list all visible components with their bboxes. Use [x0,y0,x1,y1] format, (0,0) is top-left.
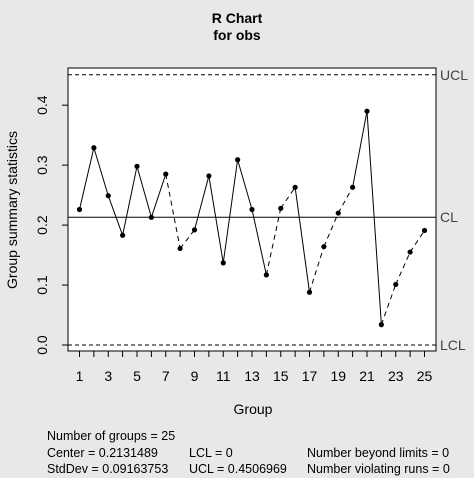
series-segment [280,187,296,209]
control-limits: UCL CL LCL [68,67,468,353]
x-axis: 1 3 5 7 9 11 13 15 17 19 21 23 25 [76,350,433,384]
data-point [235,157,241,163]
x-tick-label: 23 [388,368,404,384]
footer-lcl: LCL = 0 [189,446,233,460]
series-segment [294,187,310,293]
footer-stddev: StdDev = 0.09163753 [47,462,168,476]
y-axis-label: Group summary statistics [4,131,20,289]
data-point [421,227,428,234]
data-point [148,214,154,220]
ucl-label: UCL [440,67,468,83]
data-point [220,260,226,266]
data-point [249,206,255,213]
y-tick-label: 0.4 [34,95,50,115]
series-segment [208,175,224,263]
series-segment [323,212,339,247]
series-segment [194,175,210,231]
series-points [76,108,428,328]
series-segment [409,230,425,253]
footer-beyond-limits: Number beyond limits = 0 [307,446,449,460]
series-segment [309,246,325,293]
data-point [364,108,370,114]
lcl-label: LCL [440,337,466,353]
series-segment [107,195,124,236]
data-point [292,184,298,190]
series-segment [222,159,239,263]
x-tick-label: 19 [330,368,346,384]
x-tick-label: 11 [216,368,231,384]
series-segment [265,208,282,275]
series-segment [251,209,267,275]
series-segment [179,229,195,249]
series-segment [122,166,138,236]
x-tick-label: 15 [273,368,289,384]
y-tick-label: 0.2 [34,215,50,235]
data-point [321,244,327,250]
series-segment [337,187,354,214]
series-segment [352,111,368,188]
y-tick-label: 0.1 [34,275,50,295]
x-tick-label: 7 [162,368,170,384]
series-segment [237,159,253,210]
footer-groups: Number of groups = 25 [47,429,175,443]
data-point [378,322,384,328]
data-point [191,227,198,233]
x-axis-label: Group [234,401,273,417]
data-point [263,272,269,278]
series-segment [79,147,95,210]
series-segment [150,173,167,218]
footer-violating-runs: Number violating runs = 0 [307,462,450,476]
plot-frame [67,67,437,352]
cl-label: CL [440,209,458,225]
data-point [306,289,313,295]
series-segment [380,284,397,325]
data-point [350,184,356,190]
series-segment [93,147,109,196]
footer-center: Center = 0.2131489 [47,446,158,460]
series-segment [165,174,181,249]
chart-title: R Chart [212,10,263,26]
series-segment [366,111,382,325]
chart-subtitle: for obs [213,27,261,43]
summary-footer: Number of groups = 25 Center = 0.2131489… [47,429,450,476]
data-point [105,193,111,199]
y-tick-label: 0.3 [34,155,50,175]
y-axis: 0.0 0.1 0.2 0.3 0.4 [34,95,69,355]
series-segment [136,166,152,218]
data-point [335,210,341,216]
data-point [120,232,126,238]
data-point [206,173,212,179]
data-point [177,245,183,252]
x-tick-label: 17 [302,368,318,384]
x-tick-label: 1 [76,368,84,384]
data-point [134,163,140,169]
x-tick-label: 5 [133,368,141,384]
series-segment [395,251,411,285]
footer-ucl: UCL = 0.4506969 [189,462,287,476]
data-point [91,145,97,151]
data-point [393,281,399,288]
x-tick-label: 25 [417,368,433,384]
x-tick-label: 13 [244,368,260,384]
data-point [278,205,284,211]
series-line [79,111,425,325]
x-tick-label: 9 [191,368,199,384]
y-tick-label: 0.0 [34,335,50,355]
data-point [163,171,169,177]
data-point [76,206,83,213]
x-tick-label: 21 [359,368,375,384]
x-tick-label: 3 [104,368,112,384]
data-point [407,249,413,255]
